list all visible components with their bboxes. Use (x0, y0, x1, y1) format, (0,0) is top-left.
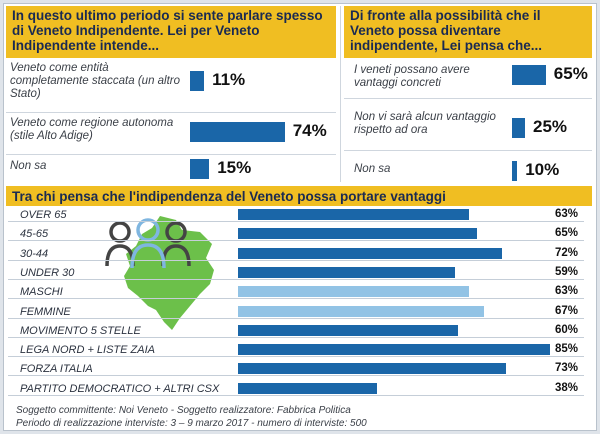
value-label: 74% (292, 121, 327, 140)
value-label: 63% (554, 208, 578, 220)
table-row: PARTITO DEMOCRATICO + ALTRI CSX 38% (8, 382, 584, 396)
value-label: 15% (217, 158, 252, 177)
category-label: Non vi sarà alcun vantaggio rispetto ad … (354, 111, 496, 136)
value-bar (190, 159, 210, 179)
value-bar (238, 209, 470, 220)
row-separator (344, 150, 592, 151)
group-label: 45-65 (20, 228, 49, 240)
row-separator (8, 375, 584, 376)
value-label: 65% (554, 227, 578, 239)
value-label: 10% (525, 160, 560, 179)
value-label: 73% (554, 362, 578, 374)
group-label: MOVIMENTO 5 STELLE (20, 325, 141, 337)
value-label: 63% (554, 285, 578, 297)
category-label: Non sa (354, 163, 391, 175)
panel-2-title-text: Di fronte alla possibilità che il Veneto… (350, 8, 543, 53)
table-row: 45-65 65% (8, 227, 584, 241)
group-label: UNDER 30 (20, 267, 75, 279)
table-row: FEMMINE 67% (8, 305, 584, 319)
value-bar (512, 65, 546, 85)
panel-3-title: Tra chi pensa che l'indipendenza del Ven… (6, 186, 592, 206)
row-separator (8, 279, 584, 280)
category-label: Veneto come entità completamente staccat… (10, 62, 181, 100)
group-label: 30-44 (20, 248, 49, 260)
value-label: 38% (554, 382, 578, 394)
table-row: MOVIMENTO 5 STELLE 60% (8, 324, 584, 338)
table-row: 30-44 72% (8, 247, 584, 261)
row-separator (8, 318, 584, 319)
category-label: I veneti possano avere vantaggi concreti (354, 64, 470, 89)
table-row: LEGA NORD + LISTE ZAIA 85% (8, 343, 584, 357)
row-separator (8, 356, 584, 357)
category-label: Veneto come regione autonoma (stile Alto… (10, 117, 174, 142)
footer-period-line: Periodo di realizzazione interviste: 3 –… (16, 418, 367, 429)
row-separator (8, 240, 584, 241)
value-bar (238, 228, 477, 239)
row-separator (8, 298, 584, 299)
table-row: FORZA ITALIA 73% (8, 362, 584, 376)
value-bar (238, 306, 484, 317)
table-row: MASCHI 63% (8, 285, 584, 299)
footer-client-line: Soggetto committente: Noi Veneto - Sogge… (16, 405, 351, 416)
panel-1-title-text: In questo ultimo periodo si sente parlar… (12, 8, 323, 53)
row-separator (6, 112, 336, 113)
row-separator (8, 337, 584, 338)
value-label: 67% (554, 305, 578, 317)
group-label: MASCHI (20, 286, 63, 298)
people-icon (105, 218, 191, 269)
panel-divider (340, 6, 341, 182)
row-separator (8, 260, 584, 261)
panel-1-title: In questo ultimo periodo si sente parlar… (6, 6, 336, 58)
panel-3-title-text: Tra chi pensa che l'indipendenza del Ven… (12, 189, 446, 204)
value-label: 11% (212, 70, 246, 89)
group-label: PARTITO DEMOCRATICO + ALTRI CSX (20, 383, 220, 395)
group-label: LEGA NORD + LISTE ZAIA (20, 344, 155, 356)
table-row: UNDER 30 59% (8, 266, 584, 280)
category-label: Non sa (10, 160, 47, 172)
row-separator (344, 98, 592, 99)
value-bar (238, 286, 470, 297)
group-label: OVER 65 (20, 209, 67, 221)
panel-2-title: Di fronte alla possibilità che il Veneto… (344, 6, 592, 58)
table-row: OVER 65 63% (8, 208, 584, 222)
value-bar (512, 118, 525, 138)
group-label: FORZA ITALIA (20, 363, 93, 375)
value-bar (238, 344, 550, 355)
value-bar (190, 122, 285, 142)
row-separator (8, 221, 584, 222)
value-label: 85% (554, 343, 578, 355)
group-label: FEMMINE (20, 306, 71, 318)
value-label: 25% (533, 117, 568, 136)
value-label: 60% (554, 324, 578, 336)
value-bar (512, 161, 518, 181)
value-bar (238, 363, 506, 374)
value-bar (238, 267, 455, 278)
value-label: 72% (554, 247, 578, 259)
row-separator (6, 154, 336, 155)
value-bar (238, 248, 503, 259)
value-bar (238, 383, 378, 394)
value-label: 65% (553, 64, 588, 83)
value-bar (238, 325, 459, 336)
value-bar (190, 71, 205, 91)
row-separator (8, 395, 584, 396)
value-label: 59% (554, 266, 578, 278)
